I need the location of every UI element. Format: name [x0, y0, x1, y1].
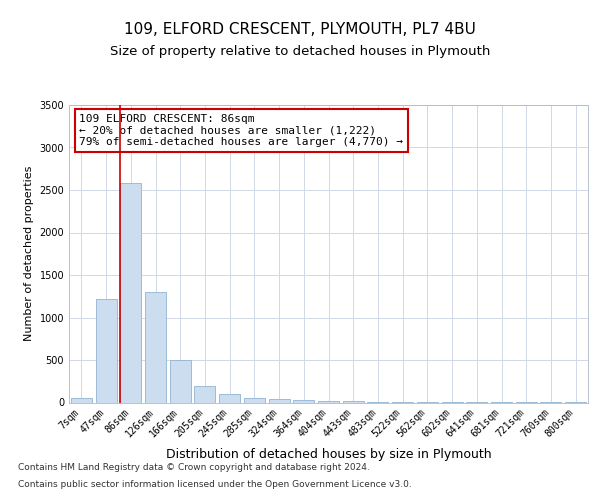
- Y-axis label: Number of detached properties: Number of detached properties: [24, 166, 34, 342]
- Bar: [318, 401, 339, 402]
- Text: Size of property relative to detached houses in Plymouth: Size of property relative to detached ho…: [110, 45, 490, 58]
- Bar: [343, 401, 364, 402]
- Bar: [219, 394, 240, 402]
- Bar: [95, 298, 116, 403]
- X-axis label: Distribution of detached houses by size in Plymouth: Distribution of detached houses by size …: [166, 448, 491, 460]
- Text: 109 ELFORD CRESCENT: 86sqm
← 20% of detached houses are smaller (1,222)
79% of s: 109 ELFORD CRESCENT: 86sqm ← 20% of deta…: [79, 114, 403, 147]
- Bar: [120, 183, 141, 402]
- Bar: [71, 398, 92, 402]
- Bar: [269, 399, 290, 402]
- Text: 109, ELFORD CRESCENT, PLYMOUTH, PL7 4BU: 109, ELFORD CRESCENT, PLYMOUTH, PL7 4BU: [124, 22, 476, 38]
- Bar: [194, 386, 215, 402]
- Bar: [145, 292, 166, 403]
- Bar: [293, 400, 314, 402]
- Text: Contains public sector information licensed under the Open Government Licence v3: Contains public sector information licen…: [18, 480, 412, 489]
- Bar: [244, 398, 265, 402]
- Bar: [170, 360, 191, 403]
- Text: Contains HM Land Registry data © Crown copyright and database right 2024.: Contains HM Land Registry data © Crown c…: [18, 464, 370, 472]
